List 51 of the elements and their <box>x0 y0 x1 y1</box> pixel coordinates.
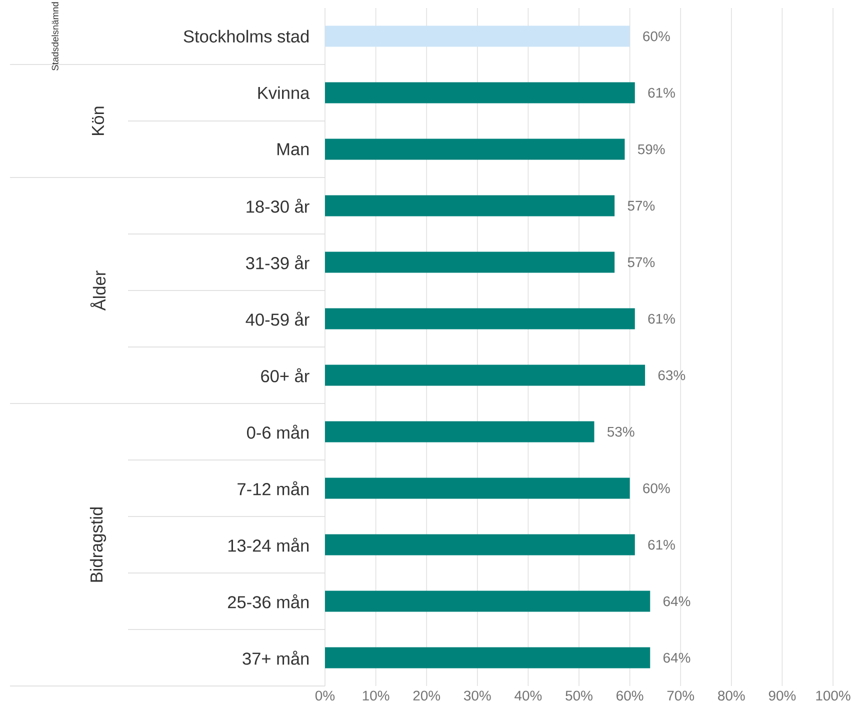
y-tick-label: 13-24 mån <box>228 538 309 552</box>
data-label: 60% <box>643 31 670 42</box>
bar <box>325 195 615 216</box>
y-tick-label: 0-6 mån <box>247 424 309 439</box>
text: Stadsdelsnämnd <box>52 2 58 70</box>
bar <box>325 647 650 668</box>
y-tick-label: 7-12 mån <box>238 481 309 496</box>
data-label: 61% <box>648 88 675 98</box>
x-tick-label: 70% <box>667 690 694 701</box>
data-label: 53% <box>607 426 634 437</box>
data-label: 64% <box>663 596 690 606</box>
bar <box>325 308 635 330</box>
data-label: 59% <box>638 144 665 154</box>
data-label: 57% <box>628 257 655 268</box>
text: Kön <box>92 106 104 135</box>
y-tick-label: 37+ mån <box>242 650 309 665</box>
bar <box>325 364 646 386</box>
y-tick-label: Man <box>278 143 309 156</box>
bar <box>325 252 615 273</box>
x-tick-label: 80% <box>718 690 745 701</box>
y-tick-label: 60+ år <box>261 368 310 382</box>
y-tick-label: 18-30 år <box>246 198 310 213</box>
bar <box>325 478 630 499</box>
y-tick-label: Stockholms stad <box>184 30 309 43</box>
x-tick-label: 90% <box>768 690 796 701</box>
x-tick-label: 0% <box>315 690 335 701</box>
text: Ålder <box>90 270 106 311</box>
x-tick-label: 20% <box>413 690 440 701</box>
y-tick-label: 25-36 mån <box>228 594 309 608</box>
bar <box>325 26 630 47</box>
x-tick-label: 100% <box>816 690 850 701</box>
data-label: 61% <box>648 540 675 550</box>
x-tick-label: 60% <box>616 690 644 701</box>
y-tick-label: Kvinna <box>258 86 310 100</box>
data-label: 64% <box>663 652 690 663</box>
x-tick-label: 10% <box>362 690 390 701</box>
y-tick-label: 31-39 år <box>246 255 310 270</box>
bar <box>325 138 625 160</box>
data-label: 57% <box>628 200 655 211</box>
data-label: 61% <box>648 314 675 324</box>
bar <box>325 82 635 104</box>
bar <box>325 534 635 556</box>
data-label: 63% <box>658 370 686 380</box>
bar <box>325 590 650 612</box>
x-tick-label: 50% <box>566 690 592 701</box>
data-label: 60% <box>643 483 670 494</box>
x-tick-label: 40% <box>514 690 542 701</box>
x-tick-label: 30% <box>464 690 491 701</box>
text: Bidragstid <box>90 507 106 582</box>
bar <box>325 421 594 442</box>
y-tick-label: 40-59 år <box>246 312 310 326</box>
